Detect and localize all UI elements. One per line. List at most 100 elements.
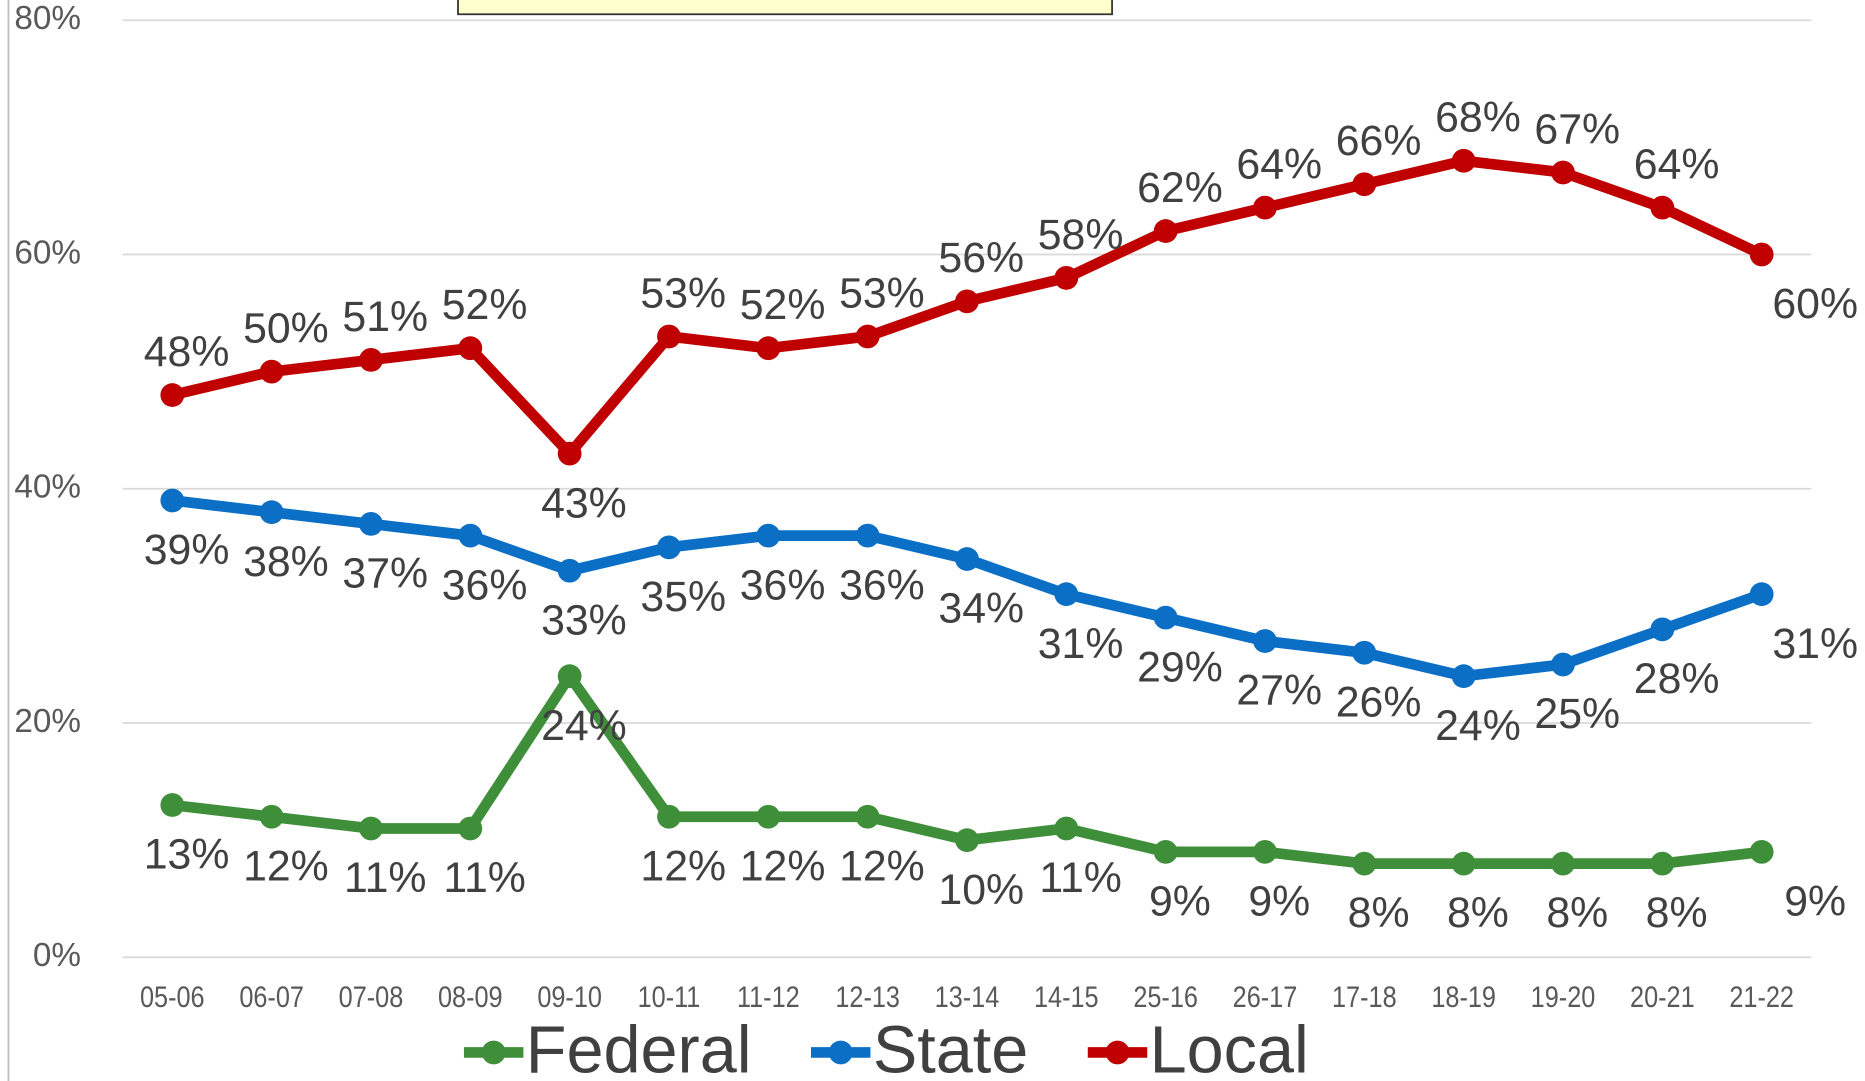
x-tick-label: 19-20 [1531,980,1596,1013]
data-label: 27% [1236,667,1322,715]
data-point [458,816,483,841]
data-label: 34% [938,585,1024,633]
data-label: 52% [740,281,826,329]
data-label: 9% [1248,878,1310,926]
x-tick-label: 12-13 [835,980,900,1013]
data-label: 48% [144,328,230,376]
data-label: 68% [1435,94,1521,142]
data-point [259,359,284,384]
data-label: 12% [640,842,726,890]
data-label: 53% [839,269,925,317]
y-tick-label: 0% [33,937,81,974]
data-point [1749,840,1774,864]
x-tick-label: 10-11 [638,980,701,1013]
data-point [359,816,383,841]
data-point [756,523,781,548]
x-tick-label: 09-10 [537,980,602,1013]
data-label: 25% [1534,690,1620,738]
data-label: 53% [640,269,726,317]
data-label: 24% [541,702,627,750]
legend-label: Local [1150,1013,1309,1081]
data-point [557,558,582,583]
data-point [1451,664,1476,689]
data-label: 36% [740,561,826,609]
data-point [855,523,880,548]
data-point [160,793,185,817]
data-point [1451,851,1476,876]
data-label: 52% [442,281,528,329]
data-point [1451,148,1476,173]
data-label: 12% [243,842,329,890]
x-tick-label: 14-15 [1034,980,1099,1013]
y-tick-label: 80% [14,0,81,37]
data-label: 43% [541,479,627,527]
x-tick-label: 17-18 [1332,980,1397,1013]
data-point [756,336,781,361]
data-label: 56% [938,234,1024,282]
data-label: 8% [1546,889,1608,937]
data-point [1253,629,1277,653]
data-label: 66% [1336,117,1422,165]
data-label: 60% [1772,280,1858,328]
data-label: 58% [1038,211,1124,259]
y-tick-label: 20% [14,703,81,740]
data-point [1054,266,1079,290]
data-point [1551,851,1575,876]
data-label: 29% [1137,643,1223,691]
data-point [359,512,383,536]
data-label: 8% [1348,889,1410,937]
data-label: 13% [144,831,230,879]
x-tick-label: 11-12 [737,980,800,1013]
data-point [657,324,681,349]
data-label: 12% [839,842,925,890]
data-label: 11% [443,854,525,902]
data-label: 31% [1038,620,1124,668]
data-label: 12% [740,842,826,890]
data-point [259,804,284,829]
data-point [259,500,284,525]
data-point [657,804,681,829]
data-point [1551,160,1575,185]
data-label: 38% [243,538,329,586]
data-label: 26% [1336,678,1422,726]
data-label: 11% [344,854,426,902]
data-point [458,523,483,548]
legend-marker [481,1040,506,1065]
data-label: 10% [938,866,1024,914]
data-point [1650,851,1675,876]
data-point [1749,582,1774,607]
data-point [359,348,383,372]
data-point [855,324,880,349]
data-point [1352,172,1377,197]
x-tick-label: 25-16 [1133,980,1198,1013]
data-label: 35% [640,573,726,621]
data-label: 9% [1149,878,1211,926]
x-tick-label: 13-14 [935,980,1000,1013]
data-label: 24% [1435,702,1521,750]
data-point [855,804,880,829]
data-label: 62% [1137,164,1223,212]
legend-marker [828,1040,853,1065]
data-point [1551,652,1575,677]
x-tick-label: 07-08 [339,980,404,1013]
data-label: 64% [1236,141,1322,189]
x-tick-label: 05-06 [140,980,205,1013]
data-point [160,383,185,407]
data-label: 11% [1039,854,1121,902]
data-label: 37% [342,550,428,598]
data-point [657,535,681,560]
x-tick-label: 08-09 [438,980,503,1013]
data-point [557,664,582,689]
data-point [1054,582,1079,607]
data-point [160,488,185,513]
data-label: 67% [1534,105,1620,153]
data-label: 36% [442,561,528,609]
data-label: 8% [1447,889,1509,937]
legend-marker [1105,1040,1130,1065]
data-label: 8% [1646,889,1708,937]
y-tick-label: 40% [14,469,81,506]
x-tick-label: 26-17 [1233,980,1298,1013]
data-point [756,804,781,829]
data-point [1650,195,1675,220]
